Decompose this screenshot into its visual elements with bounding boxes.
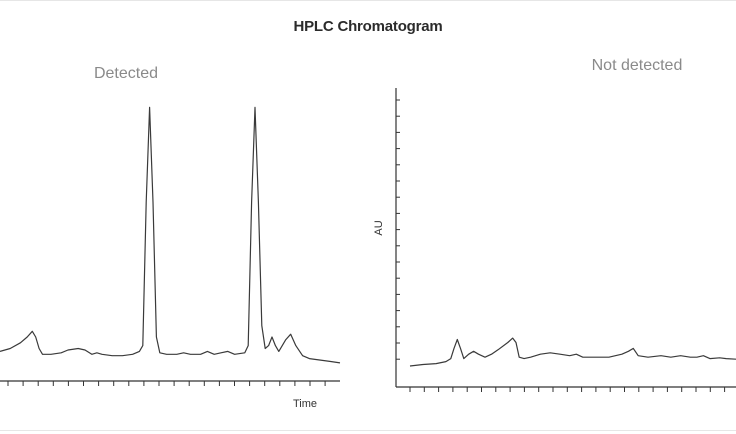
figure-top-border (0, 0, 736, 1)
panel-not-detected: Not detected AU (373, 57, 736, 392)
x-axis-label-detected: Time (293, 398, 317, 410)
chart-title: HPLC Chromatogram (293, 18, 443, 35)
x-ticks-detected (7, 381, 326, 386)
series-line-not-detected (409, 337, 736, 367)
y-ticks-not-detected (396, 99, 400, 360)
x-ticks-not-detected (409, 387, 726, 392)
series-line-detected (0, 106, 341, 364)
figure-bottom-border (0, 430, 736, 431)
panel-title-not-detected: Not detected (592, 57, 683, 74)
panel-detected: Detected Time (0, 65, 341, 410)
y-axis-label-not-detected: AU (373, 220, 385, 235)
panel-title-detected: Detected (94, 65, 158, 82)
